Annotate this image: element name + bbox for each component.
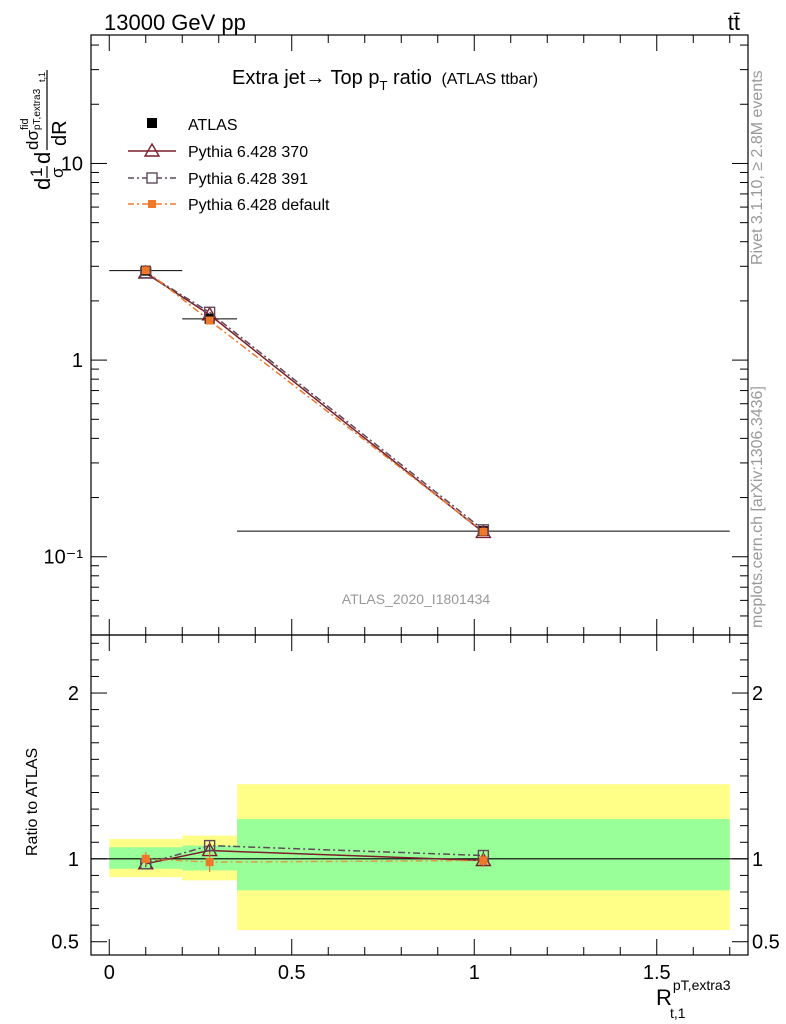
x-tick-label: 1.5: [643, 962, 671, 984]
svg-text:d: d: [30, 152, 55, 164]
energy-label: 13000 GeV pp: [104, 10, 246, 35]
svg-text:σ: σ: [48, 167, 67, 178]
ratio-uncertainty-bands: [109, 784, 730, 931]
legend-entry-atlas: ATLAS: [147, 117, 238, 134]
svg-text:t,1: t,1: [37, 72, 47, 82]
pydefault-point: [141, 266, 150, 275]
svg-text:dR: dR: [49, 120, 71, 146]
main-plot-title: Extra jet→ Top pT ratio (ATLAS ttbar): [232, 67, 538, 93]
ratio-pydefault-point: [205, 858, 214, 867]
svg-text:1: 1: [27, 168, 46, 177]
svg-text:pT,extra3: pT,extra3: [32, 88, 43, 130]
x-tick-label: 1: [469, 962, 480, 984]
legend-marker-py370: [143, 142, 161, 157]
process-label: tt̄: [728, 10, 740, 35]
main-series-line-3: [145, 269, 484, 533]
svg-text:fid: fid: [19, 118, 31, 130]
legend-marker-pydefault: [148, 200, 156, 208]
legend-entry-pydefault: Pythia 6.428 default: [128, 197, 330, 214]
ratio-y-tick-label-left: 1: [68, 849, 79, 871]
ratio-pydefault-point: [479, 856, 488, 865]
ratio-y-tick-label-right: 0.5: [752, 932, 780, 954]
legend-label-pydefault: Pythia 6.428 default: [188, 197, 330, 214]
ratio-plot-border: [90, 634, 749, 956]
legend-entry-py370: Pythia 6.428 370: [128, 142, 308, 161]
ratio-axis-ticks: 0.5 0.5 1 1 2 2 0 0.5 1 1.5: [51, 635, 780, 984]
legend-marker-py391: [146, 172, 158, 184]
rivet-label: Rivet 3.1.10, ≥ 2.8M events: [749, 70, 766, 265]
ratio-y-tick-label-right: 1: [752, 849, 763, 871]
ratio-y-tick-label-left: 2: [68, 683, 79, 705]
x-tick-label: 0.5: [278, 962, 306, 984]
x-tick-label: 0: [104, 962, 115, 984]
legend-label-py391: Pythia 6.428 391: [188, 171, 308, 188]
main-y-tick-label: 10⁻¹: [44, 547, 84, 569]
legend-entry-py391: Pythia 6.428 391: [128, 171, 308, 188]
legend: ATLAS Pythia 6.428 370 Pythia 6.428 391 …: [128, 117, 330, 214]
pydefault-point: [205, 316, 214, 325]
legend-label-py370: Pythia 6.428 370: [188, 144, 308, 161]
main-plot-series: [109, 264, 730, 539]
main-y-tick-label: 1: [72, 350, 83, 372]
x-axis-label: RpT,extra3: [656, 977, 731, 1010]
ratio-y-tick-label-right: 2: [752, 683, 763, 705]
main-y-axis-label: d 1 σ d dσ fid pT,extra3 t,1 dR: [19, 70, 71, 190]
ratio-plot-series: [137, 839, 492, 873]
svg-text:dσ: dσ: [23, 130, 42, 150]
main-y-tick-label: 10: [61, 153, 83, 175]
analysis-watermark: ATLAS_2020_I1801434: [342, 591, 491, 607]
mcplots-label: mcplots.cern.ch [arXiv:1306.3436]: [749, 386, 766, 628]
ratio-pydefault-point: [141, 854, 150, 863]
legend-marker-atlas: [147, 118, 157, 128]
pydefault-point: [479, 527, 488, 536]
svg-text:d: d: [30, 178, 55, 190]
main-series-line-2: [145, 272, 484, 531]
x-axis-label-subscript: t,1: [670, 1005, 686, 1021]
ratio-py391-point: [203, 839, 216, 852]
legend-label-atlas: ATLAS: [188, 117, 238, 134]
ratio-y-axis-label: Ratio to ATLAS: [24, 748, 41, 856]
ratio-y-tick-label-left: 0.5: [51, 932, 79, 954]
